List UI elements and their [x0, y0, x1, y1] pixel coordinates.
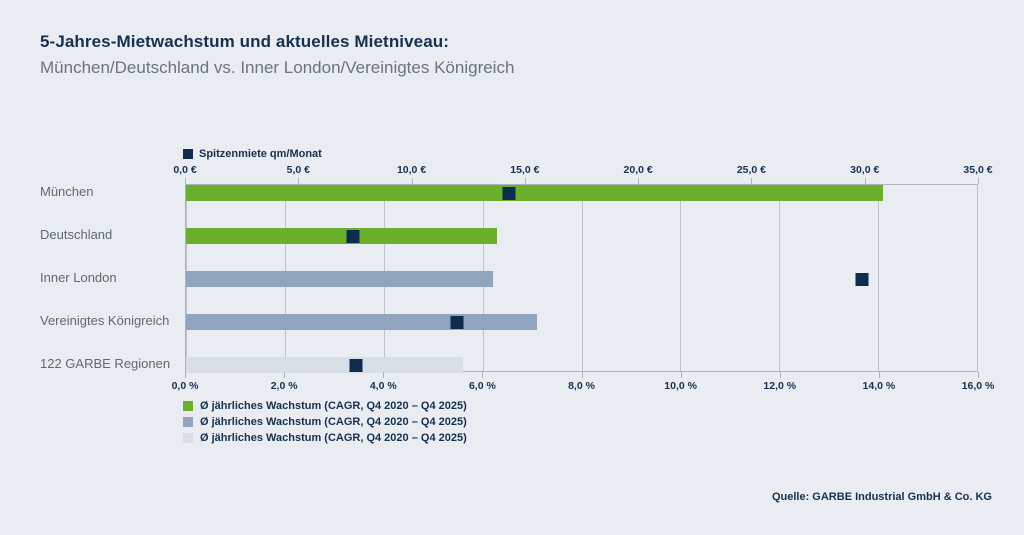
bottom-legend: Ø jährliches Wachstum (CAGR, Q4 2020 – Q…: [183, 399, 467, 444]
top-axis-ticks: [185, 178, 979, 184]
top-axis-tick-label: 35,0 €: [963, 164, 993, 176]
legend-item-green: Ø jährliches Wachstum (CAGR, Q4 2020 – Q…: [183, 399, 467, 412]
top-axis-tick-label: 25,0 €: [736, 164, 767, 176]
spitzenmiete-marker: [349, 358, 362, 372]
bottom-axis-tick: [284, 372, 286, 378]
spitzenmiete-marker: [855, 272, 869, 286]
category-label: 122 GARBE Regionen: [40, 356, 171, 371]
gridline: [977, 185, 978, 371]
bottom-axis-tick: [383, 372, 385, 378]
page-subtitle: München/Deutschland vs. Inner London/Ver…: [40, 58, 515, 77]
growth-bar: [186, 314, 537, 330]
bottom-axis-tick-label: 4,0 %: [369, 380, 397, 392]
bottom-axis-tick: [581, 372, 583, 378]
top-axis-tick: [978, 178, 979, 184]
category-labels: München Deutschland Inner London Vereinigte…: [40, 184, 180, 372]
source-note: Quelle: GARBE Industrial GmbH & Co. KG: [771, 491, 992, 503]
growth-bar: [186, 357, 463, 373]
plot-area: [185, 184, 978, 373]
bottom-axis-tick-label: 12,0 %: [763, 380, 797, 392]
bottom-axis-tick: [878, 372, 880, 378]
category-label: Vereinigtes Königreich: [40, 313, 170, 328]
bottom-axis-tick: [779, 372, 781, 378]
growth-bar: [186, 228, 498, 244]
gridline: [680, 185, 682, 371]
top-axis-tick: [185, 178, 186, 184]
bottom-axis-tick-label: 0,0 %: [171, 380, 199, 392]
category-label: Deutschland: [40, 227, 113, 242]
top-axis-tick: [298, 178, 300, 184]
bottom-axis-labels: 0,0 % 2,0 % 4,0 % 6,0 % 8,0 % 10,0 % 12,0 % 14,…: [172, 380, 995, 393]
top-axis-tick: [524, 178, 526, 184]
top-axis-tick-label: 10,0 €: [396, 164, 427, 176]
top-legend: Spitzenmiete qm/Monat: [183, 148, 322, 160]
top-axis-tick: [751, 178, 753, 184]
top-axis-tick: [411, 178, 413, 184]
bottom-axis-tick-label: 6,0 %: [468, 380, 496, 392]
bottom-axis-ticks: [185, 372, 979, 378]
gridline: [878, 185, 880, 371]
legend-label: Ø jährliches Wachstum (CAGR, Q4 2020 – Q…: [200, 415, 467, 428]
top-axis-tick: [638, 178, 640, 184]
top-axis-tick-label: 0,0 €: [173, 164, 197, 176]
growth-bar: [186, 185, 884, 201]
legend-item-lightgray: Ø jährliches Wachstum (CAGR, Q4 2020 – Q…: [183, 431, 467, 444]
legend-label: Ø jährliches Wachstum (CAGR, Q4 2020 – Q…: [200, 399, 467, 412]
legend-swatch: [183, 400, 193, 411]
growth-bar: [186, 271, 493, 287]
bottom-axis-tick-label: 10,0 %: [664, 380, 697, 392]
top-axis-tick-label: 15,0 €: [510, 164, 540, 176]
top-axis-labels: 0,0 € 5,0 € 10,0 € 15,0 € 20,0 € 25,0 € 30,0 €…: [173, 164, 992, 177]
category-label: München: [40, 184, 94, 199]
top-axis-tick: [864, 178, 866, 184]
bottom-axis-tick: [978, 372, 979, 378]
bottom-axis-tick-label: 8,0 %: [568, 380, 595, 392]
legend-swatch: [183, 416, 193, 427]
bottom-axis-tick-label: 2,0 %: [270, 380, 298, 392]
spitzenmiete-legend-swatch: [183, 149, 193, 159]
page-title: 5-Jahres-Mietwachstum und aktuelles Miet…: [40, 32, 450, 51]
spitzenmiete-marker: [450, 315, 464, 329]
spitzenmiete-marker: [346, 229, 360, 243]
gridline: [779, 185, 781, 371]
bottom-axis-tick: [185, 372, 186, 378]
bottom-axis-tick-label: 16,0 %: [961, 380, 995, 392]
bottom-axis-tick-label: 14,0 %: [862, 380, 896, 392]
top-legend-label: Spitzenmiete qm/Monat: [199, 148, 322, 160]
top-axis-tick-label: 5,0 €: [286, 164, 310, 176]
bottom-axis-tick: [482, 372, 484, 378]
top-axis-tick-label: 20,0 €: [623, 164, 653, 176]
legend-swatch: [183, 432, 193, 443]
top-axis-tick-label: 30,0 €: [850, 164, 880, 176]
spitzenmiete-marker: [502, 186, 516, 200]
legend-label: Ø jährliches Wachstum (CAGR, Q4 2020 – Q…: [200, 431, 467, 444]
bottom-axis-tick: [680, 372, 682, 378]
legend-item-steelblue: Ø jährliches Wachstum (CAGR, Q4 2020 – Q…: [183, 415, 467, 428]
category-label: Inner London: [40, 270, 117, 285]
gridline: [581, 185, 583, 371]
